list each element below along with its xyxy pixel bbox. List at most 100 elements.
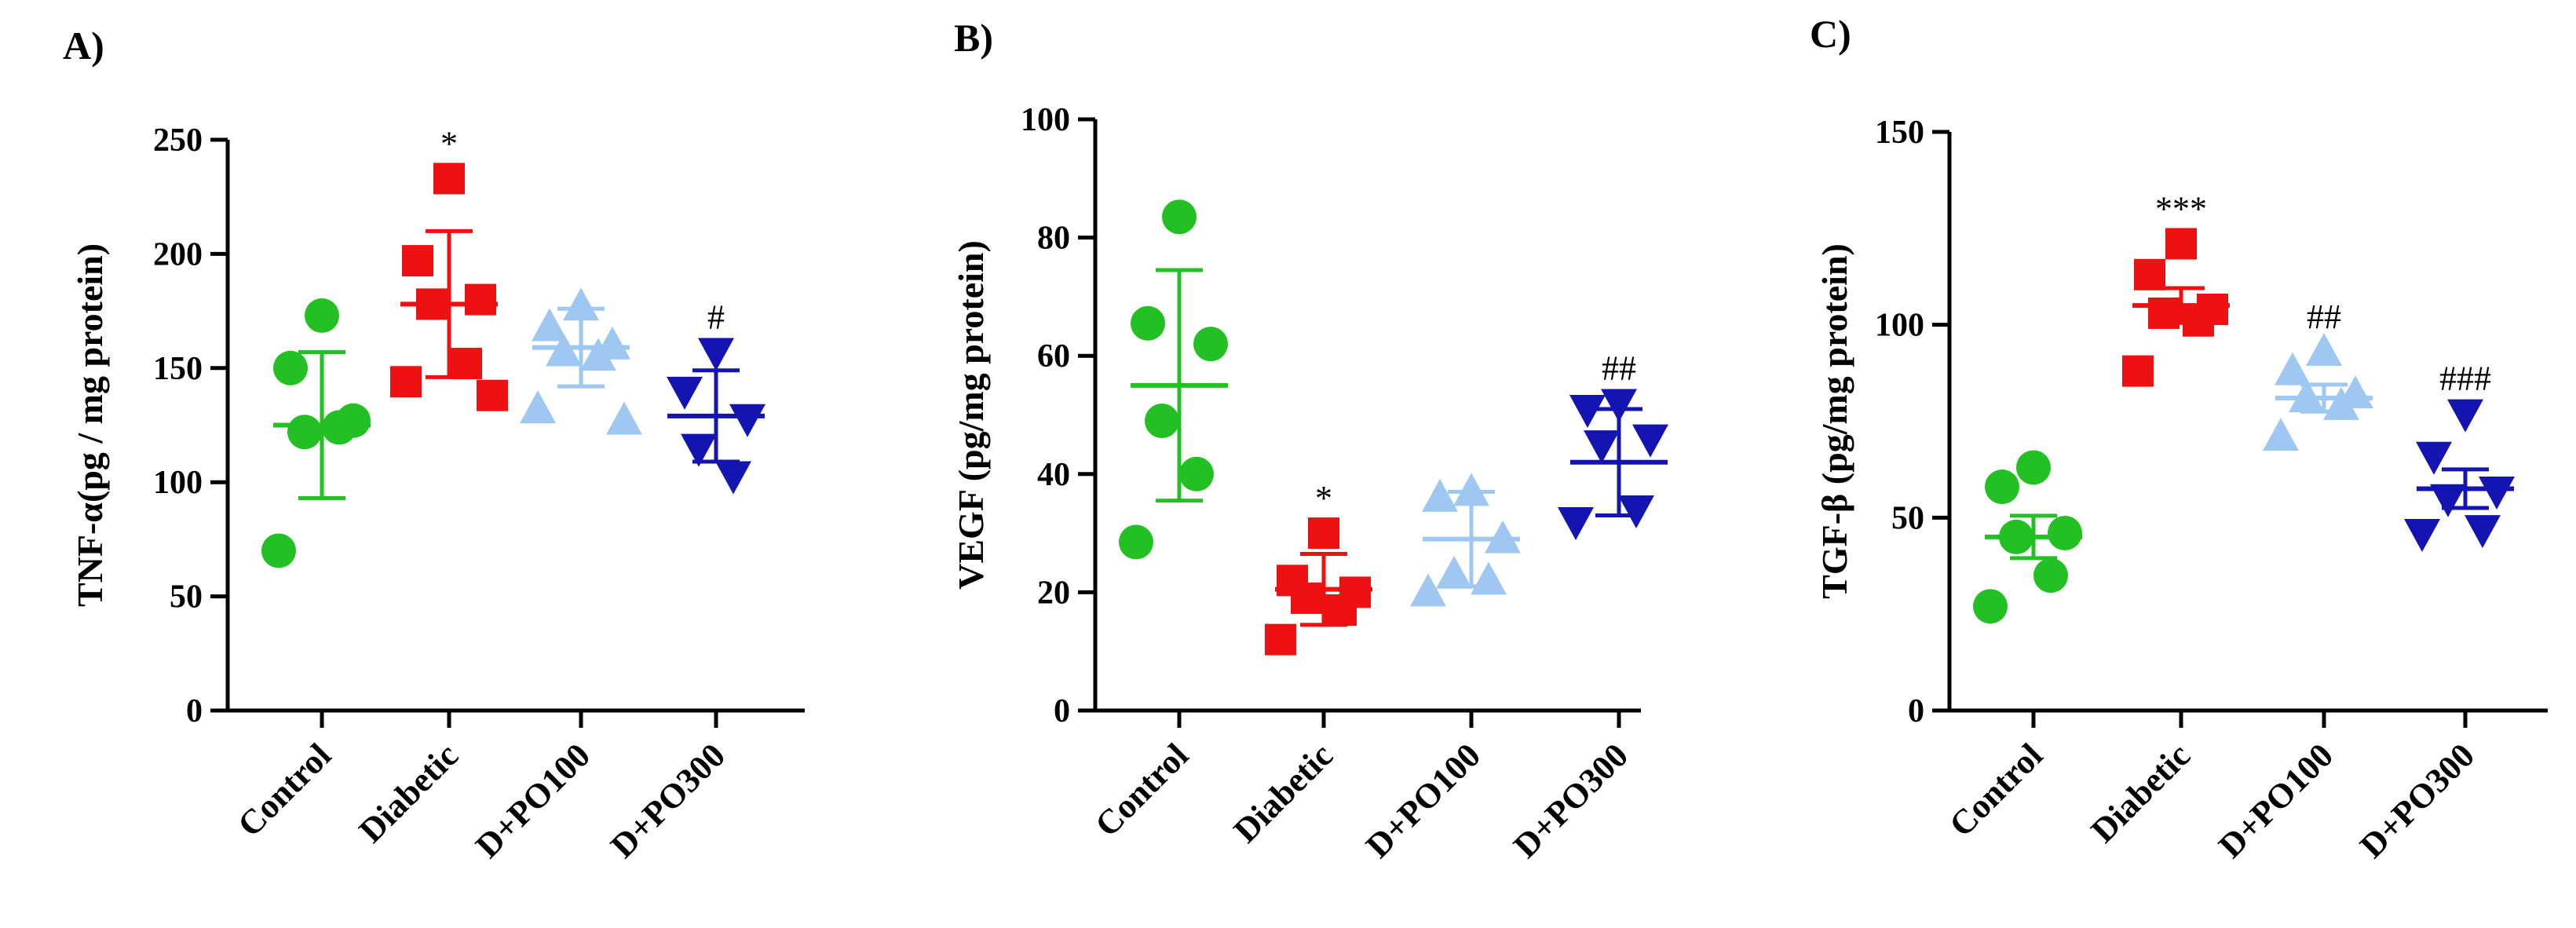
data-point [1308,517,1339,550]
data-point [667,376,703,410]
series-control [1973,450,2082,624]
y-tick-label: 150 [1875,115,1924,151]
data-point [715,461,751,495]
y-tick-label: 0 [186,693,203,729]
data-point [681,433,717,467]
y-tick-label: 0 [1908,693,1924,729]
y-tick-label: 50 [1891,500,1924,536]
y-axis-label: TGF-β (pg/mg protein) [1814,243,1854,599]
data-point [273,350,308,385]
data-point [1325,594,1357,626]
y-tick-label: 100 [1875,308,1924,344]
panel-label: A) [63,24,104,68]
data-point [606,401,642,435]
data-point [2479,476,2515,510]
significance-label: ## [2307,298,2341,336]
data-point [1162,199,1197,235]
data-point [532,308,568,342]
data-point [287,415,322,450]
data-point [451,347,482,379]
data-point [1119,524,1153,560]
x-tick-label: D+PO100 [468,736,597,865]
data-point [1601,389,1637,422]
significance-label: * [1315,479,1332,517]
series-d-po100: ## [2263,298,2373,451]
y-axis-label: TNF-α(pg / mg protein) [70,243,110,607]
data-point [1422,478,1458,512]
significance-label: *** [2155,189,2207,228]
series-d-po100 [520,287,642,435]
data-point [698,338,734,371]
data-point [1193,327,1228,362]
data-point [465,283,496,316]
series-d-po100 [1410,473,1521,607]
data-point [1145,404,1179,439]
data-point [2404,518,2440,552]
series-d-po300: ## [1558,349,1668,541]
y-tick-label: 20 [1037,575,1070,611]
data-point [2430,484,2466,517]
data-point [580,338,616,371]
y-axis-label: VEGF (pg/mg protein) [951,240,991,590]
data-point [1569,394,1606,428]
y-tick-label: 60 [1037,338,1070,374]
x-tick-label: D+PO100 [2211,736,2340,865]
y-tick-label: 0 [1054,693,1070,729]
x-tick-label: D+PO100 [1358,736,1488,865]
chart-panel-2: B) 0 20 40 60 80 100 VEGF (pg/mg protein) Contro… [951,16,1668,865]
x-tick-label: D+PO300 [1506,736,1635,865]
data-point [2016,450,2051,485]
x-tick-label: Control [1942,736,2050,844]
data-point [520,390,556,424]
x-tick-label: D+PO300 [2352,736,2482,865]
series-d-po300: ### [2404,360,2515,552]
data-point [433,163,465,195]
x-tick-label: Diabetic [1226,736,1340,849]
y-tick-label: 100 [153,465,203,501]
x-tick-label: Control [230,736,338,844]
data-point [477,379,508,411]
series-diabetic: *** [2122,189,2230,387]
data-point [2306,333,2342,367]
y-tick-label: 200 [153,236,203,272]
series-control [1119,199,1228,560]
significance-label: # [707,298,725,336]
x-tick-label: Diabetic [352,736,466,849]
data-point [1584,430,1620,464]
significance-label: ### [2439,360,2491,398]
data-point [2275,352,2311,385]
panel-label: B) [954,16,993,60]
data-point [1453,473,1489,506]
x-tick-label: Diabetic [2084,736,2198,849]
data-point [261,533,296,568]
data-point [1410,573,1446,607]
data-point [2165,228,2197,260]
data-point [390,366,422,398]
data-point [729,404,765,437]
data-point [1471,561,1507,595]
data-point [2122,355,2154,387]
chart-panel-1: A) 0 50 100 150 200 250 TNF-α(pg / mg protein) C… [63,24,805,865]
data-point [2048,515,2082,550]
significance-label: ## [1602,349,1636,387]
chart-panel-3: C) 0 50 100 150 TGF-β (pg/mg protein) Control D… [1810,12,2548,865]
data-point [1632,424,1668,458]
data-point [2416,441,2452,475]
data-point [563,287,599,321]
y-tick-label: 40 [1037,457,1070,493]
data-point [2134,258,2165,290]
series-control [261,298,371,568]
y-tick-label: 100 [1021,102,1070,138]
data-point [1179,456,1214,491]
y-tick-label: 50 [170,579,203,616]
data-point [1131,305,1165,341]
y-tick-label: 150 [153,351,203,387]
data-point [1558,507,1594,541]
data-point [2263,418,2299,451]
data-point [1618,495,1654,528]
data-point [1265,623,1296,656]
data-point [2447,399,2483,433]
data-point [2033,558,2068,594]
y-tick-label: 250 [153,122,203,159]
